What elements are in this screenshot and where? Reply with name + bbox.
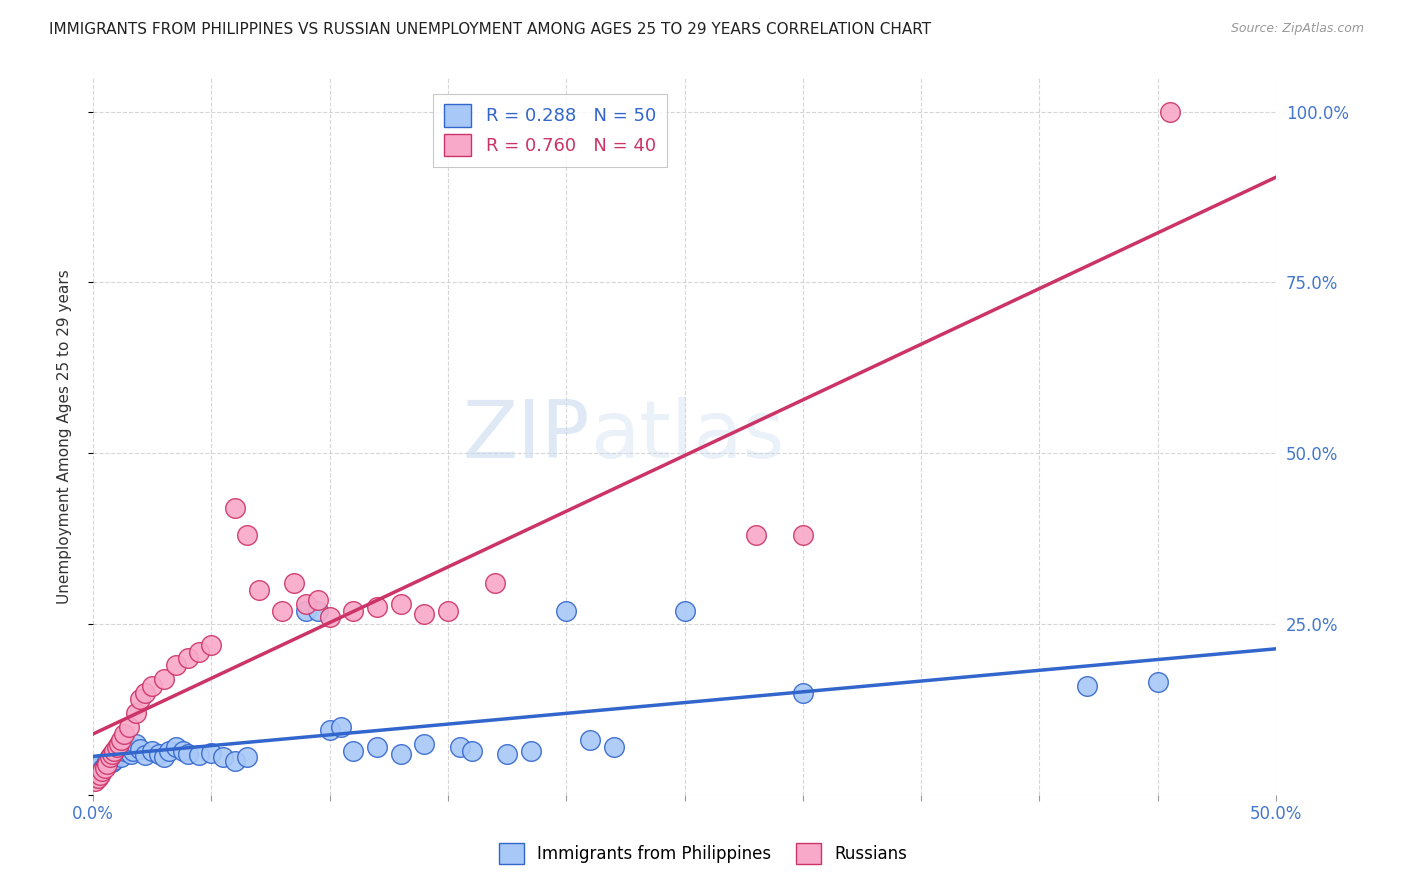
Point (148, 747, 170, 761)
Point (330, 720, 353, 734)
Point (124, 706, 146, 720)
Point (98, 750, 121, 764)
Y-axis label: Unemployment Among Ages 25 to 29 years: Unemployment Among Ages 25 to 29 years (58, 268, 72, 604)
Point (129, 741, 152, 756)
Point (165, 740, 187, 755)
Point (307, 593, 329, 607)
Point (283, 576, 305, 591)
Point (153, 672, 176, 686)
Point (84, 774, 107, 789)
Point (449, 740, 471, 755)
Point (188, 644, 211, 658)
Point (101, 747, 124, 761)
Point (134, 685, 156, 699)
Point (318, 610, 340, 624)
Point (389, 747, 412, 761)
Point (110, 733, 132, 747)
Point (101, 756, 124, 770)
Point (98, 750, 121, 764)
Point (1159, 104, 1181, 119)
Point (110, 750, 132, 764)
Point (91, 764, 114, 779)
Text: ZIP: ZIP (463, 397, 591, 475)
Point (247, 582, 270, 597)
Point (87, 771, 110, 785)
Point (134, 748, 156, 763)
Point (188, 748, 211, 763)
Point (555, 603, 578, 617)
Point (112, 726, 135, 740)
Point (271, 603, 294, 617)
Point (1076, 679, 1098, 693)
Point (496, 747, 519, 761)
Point (295, 603, 318, 617)
Point (103, 744, 125, 758)
Point (792, 528, 814, 542)
Point (172, 744, 194, 758)
Point (117, 740, 139, 755)
Point (318, 723, 340, 738)
Point (157, 744, 180, 758)
Legend: Immigrants from Philippines, Russians: Immigrants from Philippines, Russians (492, 837, 914, 871)
Point (200, 746, 222, 760)
Point (89, 767, 111, 781)
Point (129, 692, 152, 706)
Point (366, 740, 388, 755)
Point (342, 744, 364, 758)
Point (105, 748, 128, 763)
Point (84, 764, 107, 779)
Point (108, 747, 131, 761)
Point (673, 603, 696, 617)
Point (91, 762, 114, 776)
Point (120, 747, 142, 761)
Point (96, 757, 118, 772)
Point (103, 752, 125, 766)
Point (1146, 675, 1168, 690)
Text: atlas: atlas (591, 397, 785, 475)
Point (94, 761, 117, 775)
Point (744, 528, 766, 542)
Point (484, 576, 506, 591)
Point (519, 744, 541, 758)
Point (342, 603, 364, 617)
Point (236, 528, 259, 542)
Point (437, 603, 460, 617)
Point (413, 737, 436, 751)
Point (124, 737, 146, 751)
Point (176, 747, 198, 761)
Point (122, 744, 145, 758)
Point (212, 750, 235, 764)
Text: IMMIGRANTS FROM PHILIPPINES VS RUSSIAN UNEMPLOYMENT AMONG AGES 25 TO 29 YEARS CO: IMMIGRANTS FROM PHILIPPINES VS RUSSIAN U… (49, 22, 931, 37)
Point (224, 754, 246, 768)
Point (460, 744, 482, 758)
Point (141, 679, 163, 693)
Point (307, 603, 329, 617)
Point (141, 744, 163, 758)
Point (105, 740, 128, 755)
Point (153, 750, 176, 764)
Point (117, 720, 139, 734)
Point (200, 638, 222, 652)
Point (236, 750, 259, 764)
Point (366, 600, 388, 615)
Point (87, 761, 110, 775)
Point (579, 733, 602, 747)
Point (413, 607, 436, 621)
Point (108, 737, 131, 751)
Point (224, 501, 246, 516)
Point (792, 685, 814, 699)
Point (295, 597, 318, 611)
Point (602, 740, 624, 755)
Point (89, 757, 111, 772)
Point (389, 597, 412, 611)
Point (165, 658, 187, 673)
Point (94, 759, 117, 773)
Point (96, 754, 118, 768)
Point (112, 744, 135, 758)
Legend: R = 0.288   N = 50, R = 0.760   N = 40: R = 0.288 N = 50, R = 0.760 N = 40 (433, 94, 666, 167)
Text: Source: ZipAtlas.com: Source: ZipAtlas.com (1230, 22, 1364, 36)
Point (176, 651, 198, 665)
